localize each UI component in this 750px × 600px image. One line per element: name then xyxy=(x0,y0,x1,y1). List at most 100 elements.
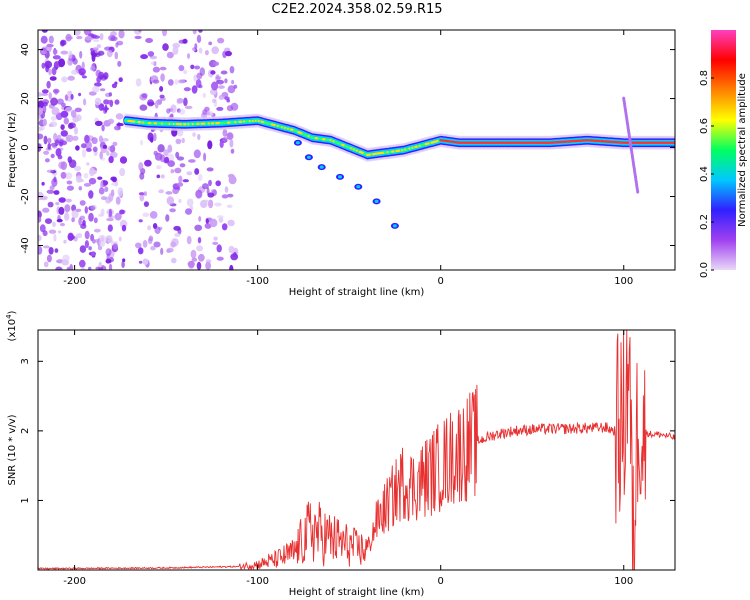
noise-speck xyxy=(98,135,103,143)
colorbar-label: Normalized spectral amplitude xyxy=(737,73,748,227)
noise-speck xyxy=(207,140,213,150)
noise-speck xyxy=(122,258,126,263)
noise-speck xyxy=(98,238,106,247)
noise-speck xyxy=(48,229,57,234)
noise-speck xyxy=(84,35,93,41)
noise-speck xyxy=(227,193,234,198)
noise-speck xyxy=(68,60,73,65)
colorbar-tick-label: 0.8 xyxy=(699,70,710,86)
y-tick-label: 2 xyxy=(20,428,31,434)
noise-speck xyxy=(193,74,198,82)
noise-speck xyxy=(48,35,54,44)
noise-speck xyxy=(60,40,65,47)
noise-speck xyxy=(41,30,48,33)
noise-speck xyxy=(205,261,212,270)
noise-speck xyxy=(47,143,51,150)
noise-speck xyxy=(73,165,82,172)
noise-speck xyxy=(88,177,97,185)
noise-speck xyxy=(59,139,64,144)
noise-speck xyxy=(38,133,44,140)
noise-speck xyxy=(222,136,228,143)
noise-speck xyxy=(52,88,60,94)
noise-speck xyxy=(221,194,229,199)
noise-speck xyxy=(135,78,142,87)
noise-speck xyxy=(202,109,208,115)
noise-speck xyxy=(99,33,104,41)
noise-speck xyxy=(226,133,232,137)
noise-speck xyxy=(75,114,82,122)
y-tick-label: 0 xyxy=(20,144,31,150)
noise-speck xyxy=(90,66,96,71)
noise-speck xyxy=(84,230,90,240)
noise-speck xyxy=(108,208,112,217)
noise-speck xyxy=(48,92,52,100)
noise-speck xyxy=(58,161,65,169)
top-x-axis-label: Height of straight line (km) xyxy=(289,287,425,298)
noise-speck xyxy=(202,92,206,98)
noise-speck xyxy=(90,34,97,39)
top-y-axis-label: Frequency (Hz) xyxy=(7,112,18,188)
noise-speck xyxy=(94,82,102,87)
noise-speck xyxy=(107,145,115,152)
noise-speck xyxy=(47,137,52,144)
noise-speck xyxy=(84,240,89,249)
noise-speck xyxy=(101,107,109,111)
noise-speck xyxy=(64,106,73,113)
secondary-blob-core xyxy=(319,165,324,169)
noise-speck xyxy=(227,219,235,227)
noise-speck xyxy=(186,171,193,176)
noise-speck xyxy=(149,211,158,219)
bottom-x-axis-label: Height of straight line (km) xyxy=(289,587,425,598)
noise-speck xyxy=(48,69,53,75)
noise-speck xyxy=(42,101,48,107)
noise-speck xyxy=(158,189,164,194)
noise-speck xyxy=(74,107,82,113)
y-scale-factor: (x104) xyxy=(5,310,18,341)
noise-speck xyxy=(190,249,197,259)
noise-speck xyxy=(97,50,105,56)
noise-speck xyxy=(83,183,92,187)
noise-speck xyxy=(78,186,83,191)
noise-speck xyxy=(93,217,98,224)
noise-speck xyxy=(67,90,73,96)
noise-speck xyxy=(89,167,95,177)
noise-speck xyxy=(105,258,112,264)
noise-speck xyxy=(178,108,186,115)
noise-speck xyxy=(106,217,114,222)
noise-speck xyxy=(81,75,87,79)
noise-speck xyxy=(78,68,86,76)
noise-speck xyxy=(97,176,103,180)
y-tick-label: 20 xyxy=(20,92,31,105)
noise-speck xyxy=(79,215,86,221)
noise-speck xyxy=(38,127,43,132)
noise-speck xyxy=(75,208,82,212)
noise-speck xyxy=(191,257,198,262)
x-tick-label: -200 xyxy=(63,576,86,587)
y-tick-label: -40 xyxy=(20,237,31,253)
noise-speck xyxy=(195,79,202,88)
noise-speck xyxy=(216,256,224,261)
noise-speck xyxy=(214,202,222,207)
noise-speck xyxy=(51,67,57,76)
noise-speck xyxy=(119,167,126,177)
noise-speck xyxy=(224,96,230,101)
colorbar-tick-label: 0.6 xyxy=(699,118,710,134)
noise-speck xyxy=(46,80,51,89)
noise-speck xyxy=(206,187,210,195)
noise-speck xyxy=(216,244,222,253)
noise-speck xyxy=(114,212,122,221)
noise-speck xyxy=(44,218,53,225)
noise-speck xyxy=(84,134,90,144)
noise-speck xyxy=(68,50,73,60)
noise-speck xyxy=(174,79,179,85)
noise-speck xyxy=(204,50,209,56)
noise-speck xyxy=(208,179,212,187)
colorbar-gradient xyxy=(711,30,736,270)
noise-speck xyxy=(116,122,124,127)
noise-speck xyxy=(169,208,176,213)
noise-speck xyxy=(80,267,86,270)
noise-speck xyxy=(205,259,212,264)
colorbar-tick-label: 0.4 xyxy=(699,166,710,182)
noise-speck xyxy=(135,242,142,249)
noise-speck xyxy=(119,156,128,164)
